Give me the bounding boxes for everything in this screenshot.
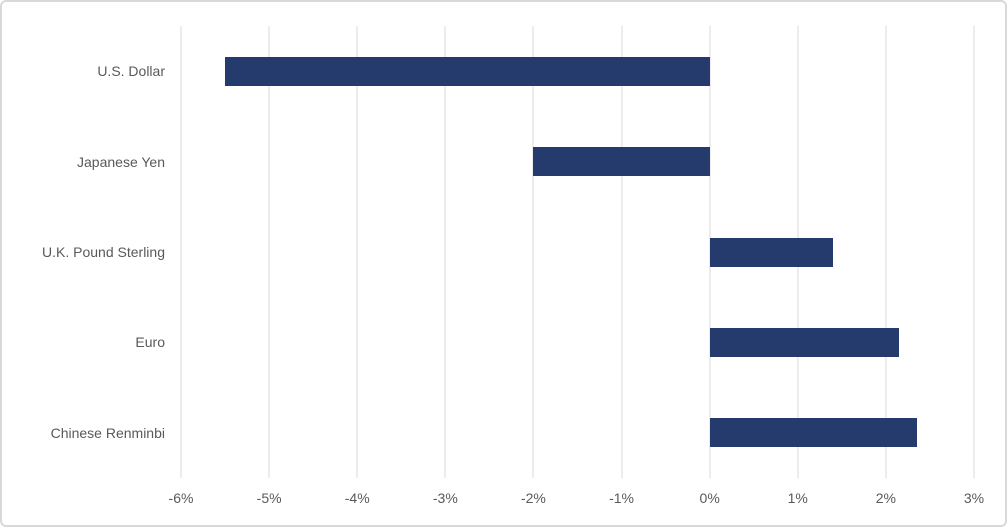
gridline-2: [532, 26, 534, 478]
category-label-japanese-yen: Japanese Yen: [77, 153, 165, 170]
x-tick-label-3: -3%: [432, 490, 458, 506]
x-tick-label-4: -4%: [344, 490, 370, 506]
plot-area: [180, 26, 975, 478]
x-tick-label-5: -5%: [256, 490, 282, 506]
gridline-5: [268, 26, 270, 478]
category-label-euro: Euro: [135, 334, 165, 351]
x-tick-label-1: 1%: [787, 490, 808, 506]
bar-u-s-dollar[interactable]: [225, 56, 710, 86]
bar-euro[interactable]: [709, 327, 900, 357]
category-label-u-k-pound-sterling: U.K. Pound Sterling: [42, 244, 165, 260]
x-tick-label-1: -1%: [609, 490, 634, 506]
bar-u-k-pound-sterling[interactable]: [709, 237, 833, 267]
gridline-6: [180, 26, 182, 478]
x-tick-label-0: 0%: [699, 490, 720, 506]
gridline-3: [973, 26, 975, 478]
gridline-3: [444, 26, 446, 478]
x-tick-label-6: -6%: [168, 490, 194, 506]
category-label-chinese-renminbi: Chinese Renminbi: [50, 424, 165, 441]
x-tick-label-2: -2%: [520, 490, 546, 506]
x-tick-label-3: 3%: [963, 490, 985, 506]
gridline-1: [621, 26, 623, 478]
x-tick-label-2: 2%: [875, 490, 896, 506]
category-label-u-s-dollar: U.S. Dollar: [97, 63, 165, 80]
gridline-2: [885, 26, 887, 478]
gridline-4: [356, 26, 358, 478]
bar-japanese-yen[interactable]: [533, 147, 710, 177]
bar-chinese-renminbi[interactable]: [709, 418, 917, 448]
